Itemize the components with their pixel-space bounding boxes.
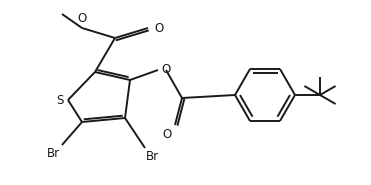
Text: O: O <box>163 128 172 141</box>
Text: S: S <box>56 93 64 107</box>
Text: Br: Br <box>146 150 159 163</box>
Text: O: O <box>78 12 86 25</box>
Text: Br: Br <box>47 147 60 160</box>
Text: O: O <box>161 63 170 75</box>
Text: O: O <box>154 21 163 34</box>
